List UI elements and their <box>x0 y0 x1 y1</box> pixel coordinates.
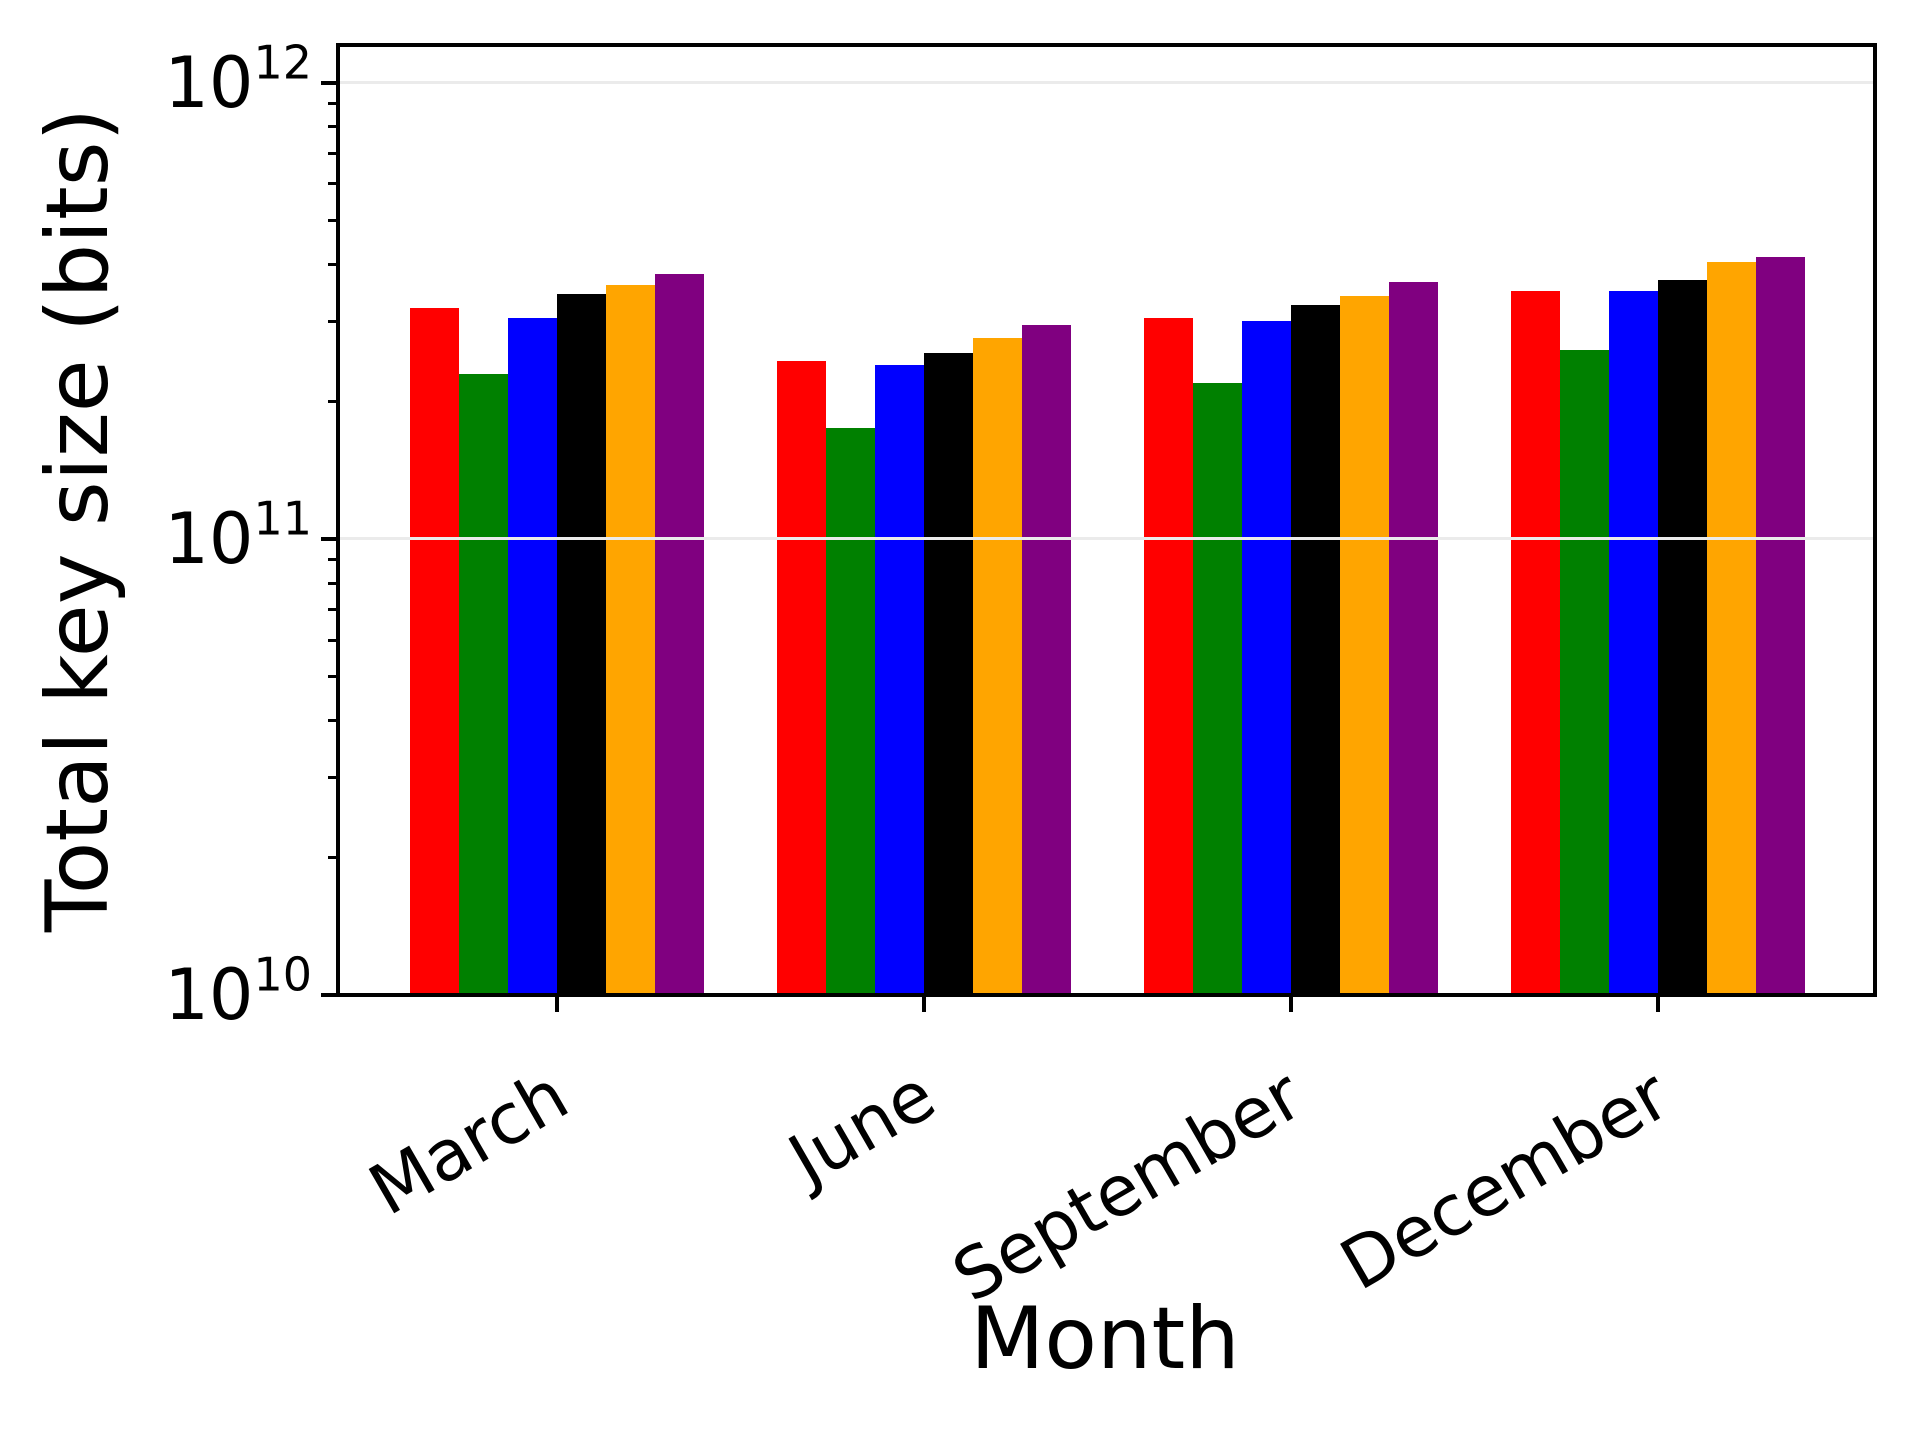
bar-december-red <box>1511 290 1560 995</box>
y-minor-tick-3e11 <box>328 319 338 323</box>
y-tick-label-1e12: 1012 <box>164 35 312 124</box>
bar-september-blue <box>1242 321 1291 995</box>
y-minor-tick-4e11 <box>328 262 338 266</box>
right-spine <box>1873 43 1877 997</box>
bar-september-black <box>1291 305 1340 995</box>
bar-september-green <box>1193 382 1242 995</box>
bar-march-purple <box>655 274 704 995</box>
bar-december-orange <box>1707 261 1756 995</box>
bar-march-blue <box>508 317 557 995</box>
y-tick-label-1e10: 1010 <box>164 947 312 1036</box>
y-minor-tick-8e10 <box>328 581 338 585</box>
x-tick-march <box>555 995 559 1012</box>
top-spine <box>336 43 1877 47</box>
y-minor-tick-5e10 <box>328 674 338 678</box>
left-spine <box>336 43 340 997</box>
y-minor-tick-5e11 <box>328 218 338 222</box>
y-minor-tick-3e10 <box>328 775 338 779</box>
y-minor-tick-6e11 <box>328 182 338 186</box>
y-minor-tick-8e11 <box>328 125 338 129</box>
y-minor-tick-4e10 <box>328 718 338 722</box>
bar-june-purple <box>1022 324 1071 995</box>
bar-june-green <box>826 428 875 995</box>
bar-march-orange <box>606 285 655 995</box>
bar-december-blue <box>1609 290 1658 995</box>
bar-june-blue <box>875 365 924 995</box>
y-minor-tick-2e11 <box>328 400 338 404</box>
x-tick-december <box>1656 995 1660 1012</box>
y-major-tick-1e12 <box>321 80 338 85</box>
y-minor-tick-7e10 <box>328 608 338 612</box>
y-gridline-1e11 <box>338 537 1875 541</box>
y-minor-tick-7e11 <box>328 151 338 155</box>
bar-september-orange <box>1340 296 1389 995</box>
bar-september-red <box>1144 317 1193 995</box>
y-axis-label: Total key size (bits) <box>28 107 128 933</box>
y-minor-tick-9e10 <box>328 558 338 562</box>
x-axis-label: Month <box>970 1289 1240 1389</box>
y-minor-tick-2e10 <box>328 856 338 860</box>
bar-december-black <box>1658 279 1707 995</box>
bar-december-green <box>1560 349 1609 995</box>
y-gridline-1e12 <box>338 81 1875 85</box>
bar-march-green <box>459 373 508 995</box>
bar-march-red <box>410 308 459 995</box>
y-minor-tick-6e10 <box>328 638 338 642</box>
bar-september-purple <box>1389 282 1438 995</box>
x-tick-september <box>1289 995 1293 1012</box>
bottom-spine <box>336 993 1877 997</box>
x-tick-june <box>922 995 926 1012</box>
plot-area <box>336 43 1877 997</box>
y-tick-label-1e11: 1011 <box>164 491 312 580</box>
bar-june-black <box>924 353 973 995</box>
bar-december-purple <box>1756 256 1805 995</box>
bar-march-black <box>557 293 606 995</box>
bar-june-red <box>777 361 826 995</box>
y-major-tick-1e11 <box>321 536 338 541</box>
y-minor-tick-9e11 <box>328 102 338 106</box>
y-major-tick-1e10 <box>321 993 338 997</box>
bar-june-orange <box>973 338 1022 995</box>
